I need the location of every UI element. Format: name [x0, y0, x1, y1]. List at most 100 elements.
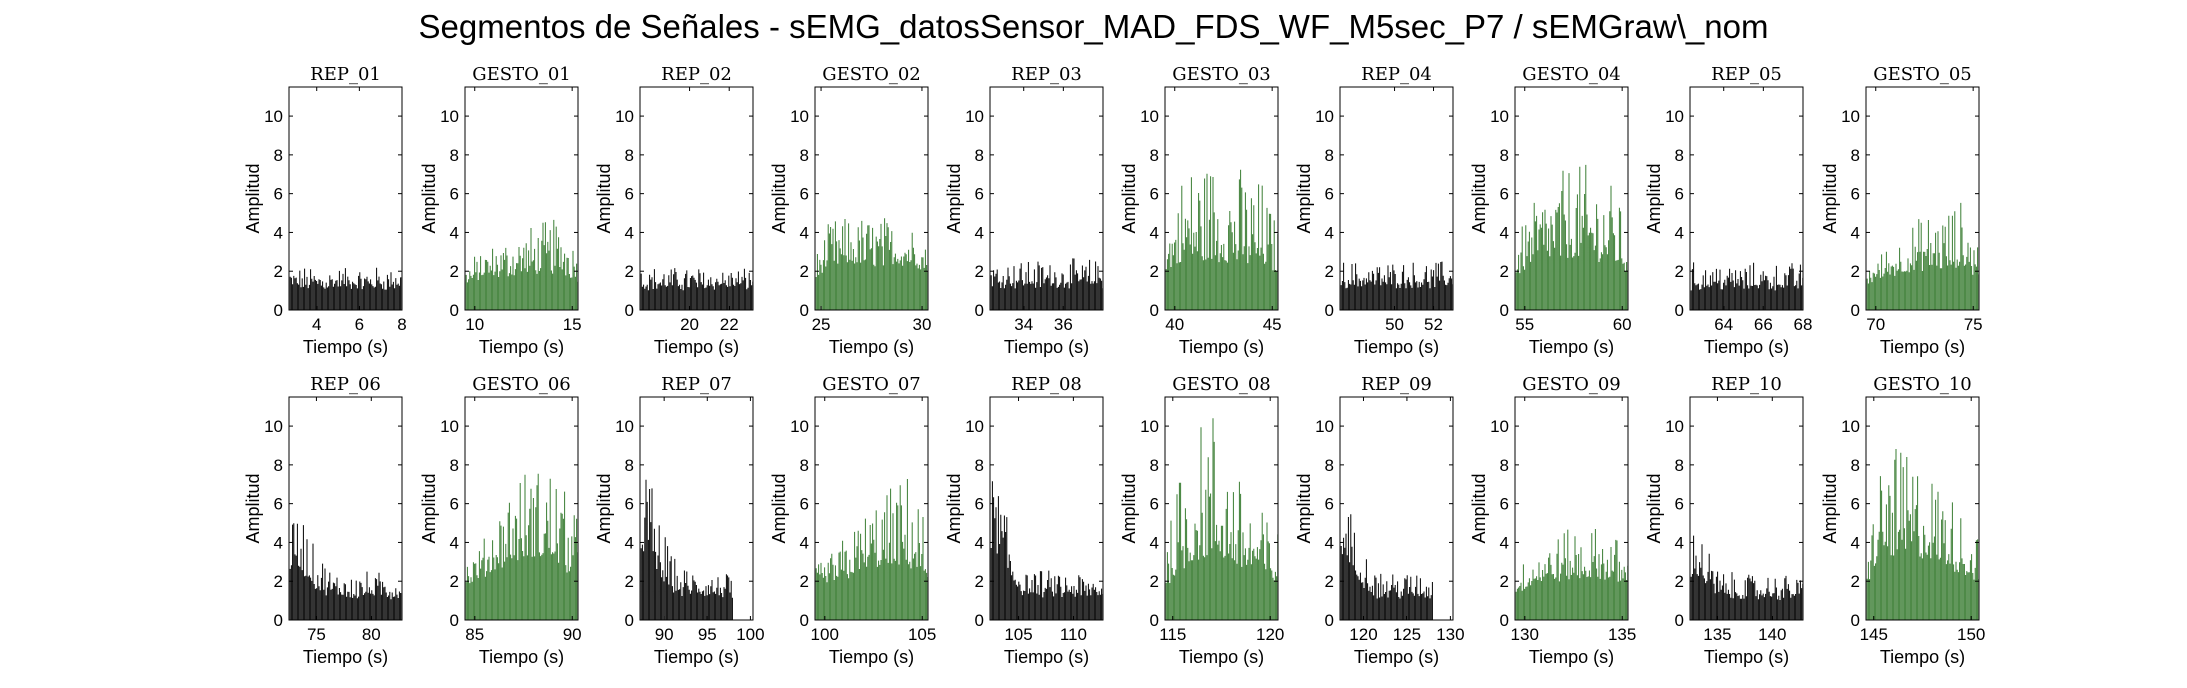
- x-tick-label: 4: [312, 315, 321, 334]
- y-tick-label: 2: [625, 262, 634, 281]
- x-axis-label: Tiempo (s): [1880, 337, 1965, 357]
- y-tick-label: 10: [965, 107, 984, 126]
- x-tick-label: 10: [465, 315, 484, 334]
- y-tick-label: 8: [450, 456, 459, 475]
- y-tick-label: 6: [800, 185, 809, 204]
- y-tick-label: 8: [1325, 146, 1334, 165]
- x-tick-label: 140: [1758, 625, 1786, 644]
- y-tick-label: 2: [450, 572, 459, 591]
- subplot-title: REP_04: [1361, 64, 1432, 85]
- signal-trace: [1689, 262, 1804, 310]
- subplot-rep-10: 0 2 4 6 8 10 135 140 REP_10 Tiempo (s) Amplitud: [1644, 374, 1804, 667]
- y-tick-label: 4: [1150, 223, 1159, 242]
- subplot-gesto-07: 0 2 4 6 8 10 100 105 GESTO_07 Tiempo (s) Amplitud: [769, 374, 936, 667]
- subplot-title: GESTO_07: [822, 374, 921, 395]
- signal-trace: [1514, 529, 1629, 620]
- subplot-title: GESTO_09: [1522, 374, 1621, 395]
- y-tick-label: 6: [1500, 495, 1509, 514]
- x-axis-label: Tiempo (s): [1179, 337, 1264, 357]
- y-tick-label: 10: [1315, 107, 1334, 126]
- axes-box: [288, 396, 403, 621]
- x-tick-label: 68: [1794, 315, 1813, 334]
- y-axis-label: Amplitud: [419, 163, 439, 233]
- y-axis-label: Amplitud: [769, 473, 789, 543]
- y-tick-label: 6: [1851, 495, 1860, 514]
- y-tick-label: 6: [450, 495, 459, 514]
- y-tick-label: 8: [1851, 146, 1860, 165]
- subplot-title: REP_01: [310, 64, 381, 85]
- subplot-title: GESTO_10: [1873, 374, 1972, 395]
- y-tick-label: 8: [274, 456, 283, 475]
- y-tick-label: 10: [615, 417, 634, 436]
- y-axis-label: Amplitud: [1119, 473, 1139, 543]
- y-tick-label: 4: [1675, 533, 1684, 552]
- x-tick-label: 95: [698, 625, 717, 644]
- y-tick-label: 2: [1150, 262, 1159, 281]
- axes-box: [639, 396, 754, 621]
- x-axis-label: Tiempo (s): [829, 647, 914, 667]
- subplot-title: REP_02: [661, 64, 732, 85]
- x-tick-label: 15: [563, 315, 582, 334]
- subplot-gesto-02: 0 2 4 6 8 10 25 30 GESTO_02 Tiempo (s) Amplitud: [769, 64, 931, 357]
- x-axis-label: Tiempo (s): [1354, 337, 1439, 357]
- y-axis-label: Amplitud: [1820, 163, 1840, 233]
- x-axis-label: Tiempo (s): [1704, 337, 1789, 357]
- subplot-title: REP_09: [1361, 374, 1432, 395]
- x-axis-label: Tiempo (s): [1354, 647, 1439, 667]
- y-tick-label: 4: [1500, 533, 1509, 552]
- subplot-title: REP_03: [1011, 64, 1082, 85]
- x-tick-label: 135: [1608, 625, 1636, 644]
- x-tick-label: 22: [720, 315, 739, 334]
- x-tick-label: 25: [812, 315, 831, 334]
- y-tick-label: 2: [975, 572, 984, 591]
- y-tick-label: 6: [625, 495, 634, 514]
- axes-box: [1514, 396, 1629, 621]
- y-tick-label: 0: [1150, 301, 1159, 320]
- y-tick-label: 2: [800, 262, 809, 281]
- y-tick-label: 6: [1325, 495, 1334, 514]
- y-axis-label: Amplitud: [1820, 473, 1840, 543]
- y-axis-label: Amplitud: [1294, 473, 1314, 543]
- axes-box: [639, 86, 754, 311]
- x-tick-label: 8: [397, 315, 406, 334]
- x-tick-label: 75: [1964, 315, 1983, 334]
- x-tick-label: 90: [563, 625, 582, 644]
- y-tick-label: 6: [1325, 185, 1334, 204]
- x-axis-label: Tiempo (s): [1179, 647, 1264, 667]
- signal-trace: [1689, 535, 1804, 620]
- x-tick-label: 70: [1866, 315, 1885, 334]
- y-tick-label: 2: [450, 262, 459, 281]
- y-axis-label: Amplitud: [594, 163, 614, 233]
- subplot-rep-02: 0 2 4 6 8 10 20 22 REP_02 Tiempo (s) Amplitud: [594, 64, 754, 357]
- y-tick-label: 4: [625, 223, 634, 242]
- y-tick-label: 0: [1675, 301, 1684, 320]
- y-tick-label: 4: [274, 533, 283, 552]
- y-tick-label: 8: [625, 456, 634, 475]
- y-tick-label: 0: [1150, 611, 1159, 630]
- axes-box: [1339, 396, 1454, 621]
- y-tick-label: 8: [1150, 146, 1159, 165]
- y-tick-label: 0: [800, 301, 809, 320]
- subplot-gesto-09: 0 2 4 6 8 10 130 135 GESTO_09 Tiempo (s) Amplitud: [1469, 374, 1636, 667]
- y-tick-label: 4: [1675, 223, 1684, 242]
- y-axis-label: Amplitud: [1469, 473, 1489, 543]
- subplot-rep-01: 0 2 4 6 8 10 4 6 8 REP_01 Tiempo (s) Amplitud: [243, 64, 407, 357]
- y-tick-label: 0: [1325, 301, 1334, 320]
- subplot-title: GESTO_05: [1873, 64, 1972, 85]
- subplot-gesto-05: 0 2 4 6 8 10 70 75 GESTO_05 Tiempo (s) Amplitud: [1820, 64, 1983, 357]
- y-tick-label: 0: [274, 611, 283, 630]
- subplot-rep-06: 0 2 4 6 8 10 75 80 REP_06 Tiempo (s) Amplitud: [243, 374, 403, 667]
- y-tick-label: 0: [1851, 611, 1860, 630]
- subplot-title: GESTO_06: [472, 374, 571, 395]
- y-tick-label: 4: [274, 223, 283, 242]
- y-axis-label: Amplitud: [243, 473, 263, 543]
- subplot-gesto-01: 0 2 4 6 8 10 10 15 GESTO_01 Tiempo (s) Amplitud: [419, 64, 582, 357]
- y-tick-label: 8: [1675, 456, 1684, 475]
- y-tick-label: 6: [1500, 185, 1509, 204]
- x-axis-label: Tiempo (s): [1004, 647, 1089, 667]
- y-tick-label: 8: [1325, 456, 1334, 475]
- axes-box: [1164, 86, 1279, 311]
- y-tick-label: 0: [1500, 611, 1509, 630]
